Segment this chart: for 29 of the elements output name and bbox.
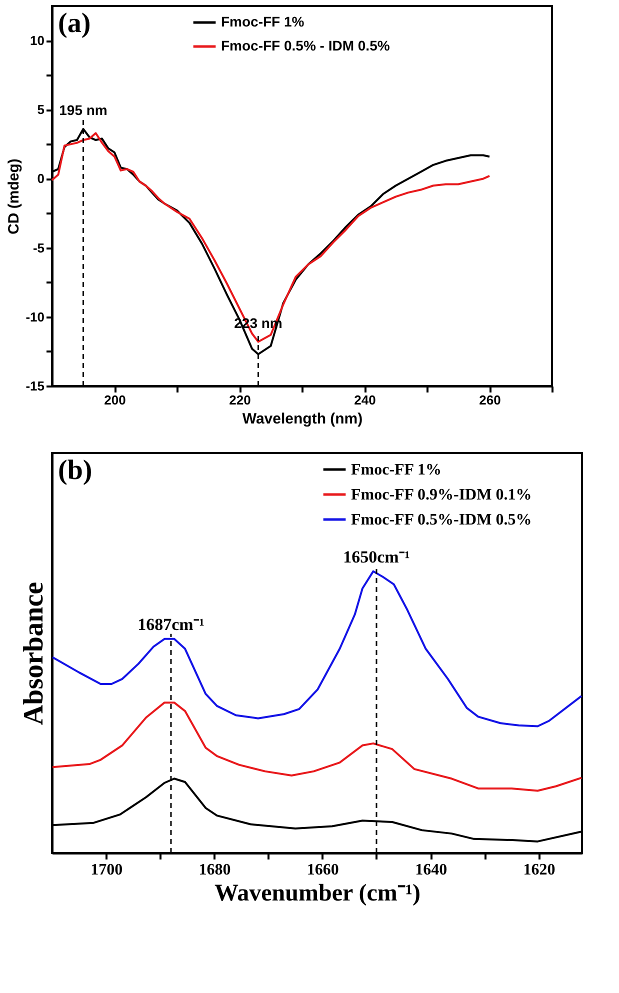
y-tick-label: -15 xyxy=(26,378,44,394)
annotation: 1687cm⁻¹ xyxy=(138,614,204,634)
x-tick-label: 240 xyxy=(354,392,376,408)
y-axis-title: Absorbance xyxy=(18,582,50,726)
y-axis-title: CD (mdeg) xyxy=(6,158,23,234)
y-tick-label: 10 xyxy=(30,33,44,48)
text: (b) xyxy=(58,455,92,486)
y-tick-label: -10 xyxy=(26,309,44,324)
legend-label: Fmoc-FF 0.5% - IDM 0.5% xyxy=(221,38,390,54)
legend-label: Fmoc-FF 0.5%-IDM 0.5% xyxy=(351,512,532,528)
legend-label: Fmoc-FF 0.9%-IDM 0.1% xyxy=(351,486,532,504)
annotation: (a) xyxy=(58,8,91,39)
annotation: 1650cm⁻¹ xyxy=(343,547,410,566)
x-tick-label: 1640 xyxy=(415,862,448,878)
x-tick-label: 1620 xyxy=(523,862,556,878)
y-tick-label: 0 xyxy=(37,171,44,186)
x-tick-label: 260 xyxy=(479,392,501,408)
x-tick-label: 1700 xyxy=(90,862,123,878)
legend-label: Fmoc-FF 1% xyxy=(221,14,305,30)
x-tick-label: 1660 xyxy=(306,862,339,878)
legend-label: Fmoc-FF 1% xyxy=(351,462,442,478)
x-axis-title: Wavenumber (cm⁻¹) xyxy=(214,880,421,906)
y-tick-label: -5 xyxy=(32,240,44,256)
x-tick-label: 200 xyxy=(104,392,126,408)
annotation: 195 nm xyxy=(59,102,108,118)
x-axis-title: Wavelength (nm) xyxy=(242,410,363,428)
y-tick-label: 5 xyxy=(37,102,44,118)
x-tick-label: 1680 xyxy=(198,862,231,878)
x-tick-label: 220 xyxy=(229,392,251,408)
